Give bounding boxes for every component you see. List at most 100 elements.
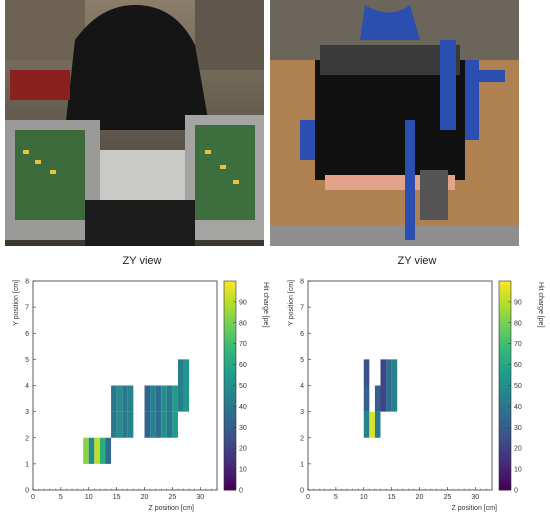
y-tick-label: 2 — [25, 435, 29, 442]
colorbar-segment — [224, 385, 236, 390]
colorbar-segment — [224, 476, 236, 481]
x-axis-label: Z position [cm] — [148, 505, 194, 512]
photo-two-detector-setups-image — [5, 0, 264, 246]
colorbar-tick-label: 90 — [239, 299, 247, 306]
x-tick-label: 0 — [31, 494, 35, 501]
heatmap-cell — [380, 359, 387, 386]
colorbar-segment — [224, 284, 236, 289]
y-tick-label: 7 — [25, 305, 29, 312]
heatmap-cell — [374, 411, 381, 438]
chart-title: ZY view — [123, 255, 162, 267]
y-tick-label: 0 — [25, 488, 29, 495]
heatmap-cell — [386, 385, 392, 412]
heatmap-cell — [155, 385, 162, 412]
colorbar-segment — [499, 382, 511, 386]
heatmap-cell — [391, 385, 398, 412]
colorbar-segment — [224, 322, 236, 327]
colorbar-label: Hit charge [pe] — [537, 282, 544, 328]
y-tick-label: 5 — [300, 357, 304, 364]
colorbar-segment — [224, 298, 236, 303]
colorbar-segment — [224, 402, 236, 407]
colorbar-segment — [499, 315, 511, 320]
heatmap-cell — [380, 385, 387, 412]
colorbar-segment — [499, 486, 511, 491]
x-tick-label: 5 — [334, 494, 338, 501]
colorbar-segment — [499, 361, 511, 366]
colorbar-segment — [499, 444, 511, 449]
colorbar-segment — [224, 319, 236, 324]
colorbar-segment — [499, 430, 511, 435]
colorbar-segment — [499, 427, 511, 432]
colorbar-tick-label: 20 — [239, 446, 247, 453]
colorbar-segment — [499, 354, 511, 359]
x-axis-label: Z position [cm] — [451, 505, 497, 512]
colorbar-segment — [224, 364, 236, 369]
colorbar-segment — [499, 378, 511, 383]
x-tick-label: 25 — [168, 494, 176, 501]
colorbar-segment — [499, 416, 511, 421]
colorbar-segment — [224, 305, 236, 310]
colorbar-segment — [499, 336, 511, 341]
colorbar-segment — [224, 378, 236, 383]
colorbar-segment — [224, 336, 236, 341]
colorbar-segment — [499, 451, 511, 456]
colorbar-segment — [224, 371, 236, 376]
x-tick-label: 20 — [141, 494, 149, 501]
colorbar-segment — [499, 479, 511, 484]
x-tick-label: 30 — [471, 494, 479, 501]
heatmap-cell — [161, 411, 167, 438]
colorbar-tick-label: 40 — [239, 404, 247, 411]
colorbar-segment — [499, 385, 511, 390]
colorbar-tick-label: 30 — [239, 425, 247, 432]
colorbar-tick-label: 60 — [514, 362, 522, 369]
colorbar-segment — [499, 371, 511, 376]
colorbar-tick-label: 10 — [514, 467, 522, 474]
colorbar-segment — [224, 291, 236, 296]
colorbar-segment — [499, 462, 511, 467]
colorbar-segment — [224, 340, 236, 345]
colorbar-segment — [499, 281, 511, 285]
colorbar-segment — [224, 434, 236, 439]
colorbar-segment — [224, 392, 236, 397]
colorbar-segment — [224, 451, 236, 456]
colorbar-segment — [224, 423, 236, 428]
heatmap-cell — [127, 411, 134, 438]
heatmap-cell — [155, 411, 162, 438]
photo-right — [270, 0, 519, 246]
colorbar-tick-label: 70 — [514, 341, 522, 348]
heatmap-cell — [105, 437, 112, 464]
colorbar-tick-label: 50 — [239, 383, 247, 390]
heatmap-cell — [183, 385, 190, 412]
colorbar-tick-label: 30 — [514, 425, 522, 432]
colorbar-segment — [499, 287, 511, 292]
heatmap-cell — [111, 411, 117, 438]
chart-left-panel: ZY view 0 5 10 15 20 25 30 0 1 2 3 4 5 6 7 8 Z positio… — [0, 248, 275, 515]
heatmap-cell — [374, 385, 381, 412]
colorbar-segment — [224, 465, 236, 470]
y-tick-label: 7 — [300, 305, 304, 312]
colorbar-segment — [499, 364, 511, 369]
colorbar-segment — [224, 315, 236, 320]
colorbar-segment — [499, 294, 511, 299]
x-tick-label: 15 — [388, 494, 396, 501]
colorbar-segment — [499, 455, 511, 460]
chart-right-panel: ZY view 0 5 10 15 20 25 30 0 1 2 3 4 5 6 7 8 Z positio… — [275, 248, 550, 515]
colorbar-segment — [499, 392, 511, 397]
colorbar-tick-label: 60 — [239, 362, 247, 369]
colorbar-segment — [499, 298, 511, 303]
colorbar-segment — [224, 448, 236, 453]
colorbar-segment — [499, 301, 511, 306]
colorbar-tick-label: 50 — [514, 383, 522, 390]
heatmap-cell — [363, 359, 370, 386]
colorbar-segment — [499, 434, 511, 439]
heatmap-cell — [183, 359, 190, 386]
photo-detector-box-image — [270, 0, 519, 246]
heatmap-cell — [166, 411, 173, 438]
colorbar-segment — [499, 357, 511, 362]
colorbar-segment — [224, 382, 236, 386]
y-axis-label: Y position [cm] — [288, 280, 295, 326]
heatmap-cell — [150, 385, 156, 412]
heatmap-cell — [111, 385, 117, 412]
colorbar-segment — [224, 420, 236, 425]
heatmap-cell — [172, 411, 178, 438]
